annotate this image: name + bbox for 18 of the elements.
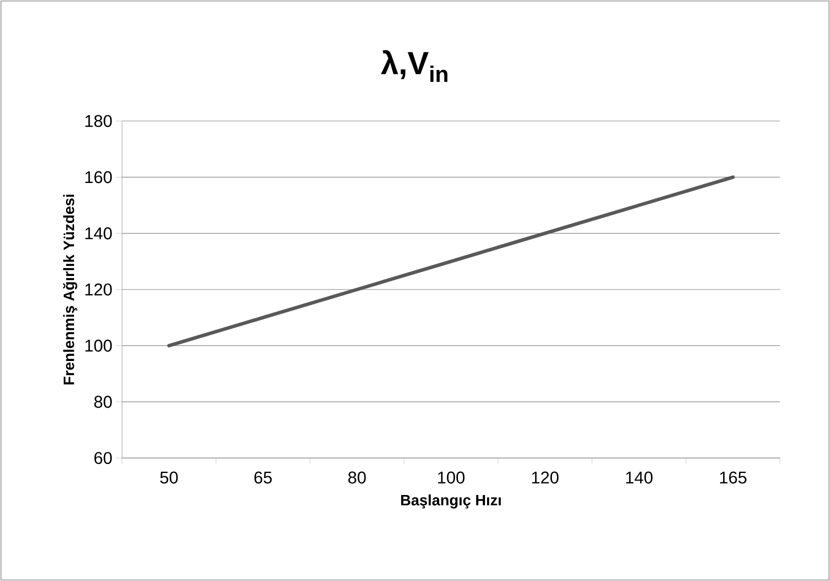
x-tick-label: 165 (720, 472, 746, 484)
y-tick-label: 120 (85, 283, 112, 296)
x-tick-label: 140 (626, 472, 653, 484)
y-tick-label: 80 (94, 396, 112, 408)
x-tick-label: 50 (160, 472, 178, 484)
y-tick-label: 180 (85, 114, 112, 128)
x-tick-label: 80 (348, 472, 366, 484)
x-axis-title: Başlangıç Hızı (401, 494, 501, 508)
y-tick-label: 160 (85, 171, 112, 184)
y-tick-label: 100 (85, 340, 112, 352)
x-tick-label: 65 (254, 472, 272, 484)
x-tick-label: 120 (532, 472, 559, 484)
x-tick-label: 100 (438, 472, 465, 484)
y-tick-label: 140 (85, 227, 112, 240)
y-axis-title: Frenlenmiş Ağırlık Yüzdesi (63, 194, 78, 384)
chart-title: λ,V$_{in}$ (380, 50, 448, 82)
line-series (167, 175, 735, 348)
y-tick-label: 60 (94, 452, 112, 464)
